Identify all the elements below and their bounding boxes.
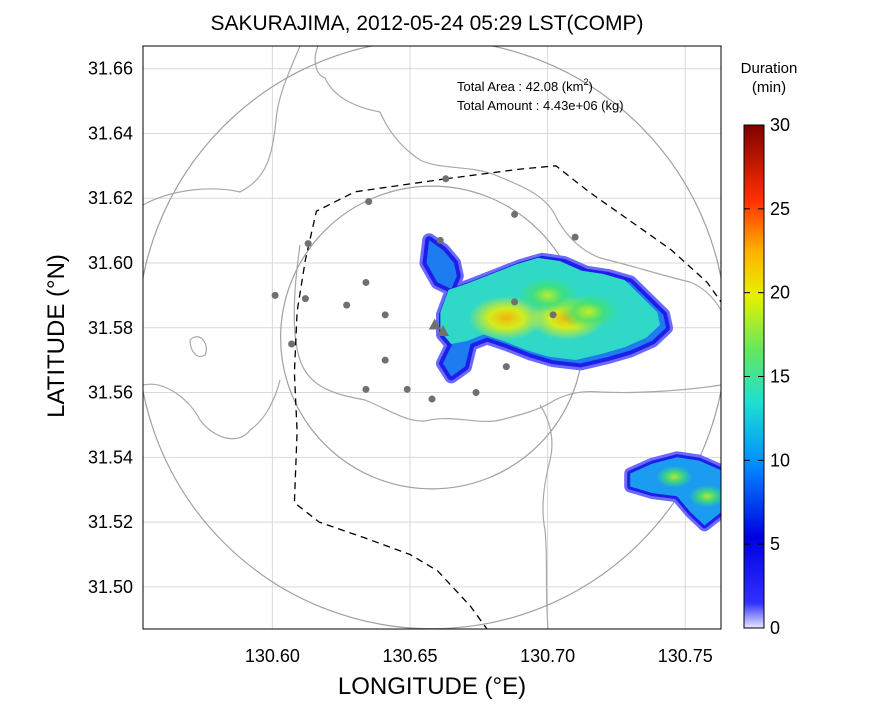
deposit-east-interior [630, 457, 721, 526]
colorbar-tick-label: 10 [770, 450, 790, 470]
coastline-island [189, 336, 207, 358]
colorbar-title: Duration [741, 60, 798, 77]
x-axis-label: LONGITUDE (°E) [338, 673, 526, 700]
station-marker [304, 240, 312, 248]
total-area-annotation: Total Area : 42.08 (km2) [457, 77, 593, 94]
station-marker [288, 340, 296, 348]
y-tick-label: 31.58 [88, 318, 133, 338]
station-marker [362, 278, 370, 286]
colorbar-tick-label: 30 [770, 115, 790, 135]
coastline-southeast [539, 404, 553, 629]
total-area-close: ) [588, 79, 592, 94]
colorbar-tick-label: 15 [770, 367, 790, 387]
chart-title: SAKURAJIMA, 2012-05-24 05:29 LST(COMP) [210, 12, 643, 35]
station-marker [365, 197, 373, 205]
y-tick-label: 31.54 [88, 447, 133, 467]
station-marker [511, 210, 519, 218]
x-tick-label: 130.70 [520, 646, 575, 666]
vent-marker [437, 325, 450, 337]
x-axis-ticks: 130.60 130.65 130.70 130.75 [245, 646, 713, 666]
y-tick-label: 31.56 [88, 383, 133, 403]
colorbar: Duration (min) 30 25 20 15 10 5 0 [741, 60, 798, 638]
station-marker [442, 175, 450, 183]
vents [428, 318, 450, 337]
y-tick-label: 31.60 [88, 253, 133, 273]
station-marker [301, 295, 309, 303]
y-axis-ticks: 31.66 31.64 31.62 31.60 31.58 31.56 31.54 31.52… [88, 59, 133, 597]
station-marker [403, 385, 411, 393]
station-marker [362, 385, 370, 393]
x-tick-label: 130.75 [658, 646, 713, 666]
station-marker [511, 298, 519, 306]
y-tick-label: 31.62 [88, 188, 133, 208]
station-marker [502, 363, 510, 371]
ash-deposits [419, 233, 721, 532]
station-marker [343, 301, 351, 309]
stations [271, 175, 579, 403]
deposit-hotspot [517, 277, 578, 314]
boundary-dashed-line [445, 165, 721, 303]
plot-area: 130.60 130.65 130.70 130.75 31.66 31.64 31.62… [88, 45, 722, 666]
coastline-north-shore [314, 46, 721, 311]
colorbar-unit: (min) [752, 79, 786, 96]
deposit-east-hotspot [689, 485, 721, 508]
total-area-text: Total Area : 42.08 (km [457, 79, 583, 94]
colorbar-tick-label: 20 [770, 283, 790, 303]
station-marker [428, 395, 436, 403]
station-marker [472, 389, 480, 397]
vent-marker [428, 318, 441, 330]
total-area-superscript: 2 [583, 77, 588, 87]
colorbar-tick-label: 5 [770, 534, 780, 554]
y-tick-label: 31.66 [88, 59, 133, 79]
colorbar-tick-label: 0 [770, 618, 780, 638]
station-marker [381, 356, 389, 364]
deposit-east-hotspot [656, 465, 693, 488]
station-marker [571, 233, 579, 241]
station-marker [436, 236, 444, 244]
x-tick-label: 130.65 [382, 646, 437, 666]
deposit-interior-west-lobe [426, 240, 457, 289]
boundary-dashed-line-west [293, 178, 488, 629]
coastline-west [143, 379, 281, 440]
station-marker [271, 291, 279, 299]
coastline-north [143, 46, 301, 206]
x-tick-label: 130.60 [245, 646, 300, 666]
y-tick-label: 31.50 [88, 577, 133, 597]
station-marker [381, 311, 389, 319]
total-amount-annotation: Total Amount : 4.43e+06 (kg) [457, 98, 624, 113]
station-marker [549, 311, 557, 319]
coastline-sakurajima [293, 244, 721, 423]
plot-frame [142, 45, 722, 630]
coastline [143, 46, 721, 629]
colorbar-tick-label: 25 [770, 199, 790, 219]
y-tick-label: 31.52 [88, 512, 133, 532]
y-tick-label: 31.64 [88, 123, 133, 143]
y-axis-label: LATITUDE (°N) [43, 254, 70, 418]
colorbar-ticks: 30 25 20 15 10 5 0 [744, 115, 790, 638]
